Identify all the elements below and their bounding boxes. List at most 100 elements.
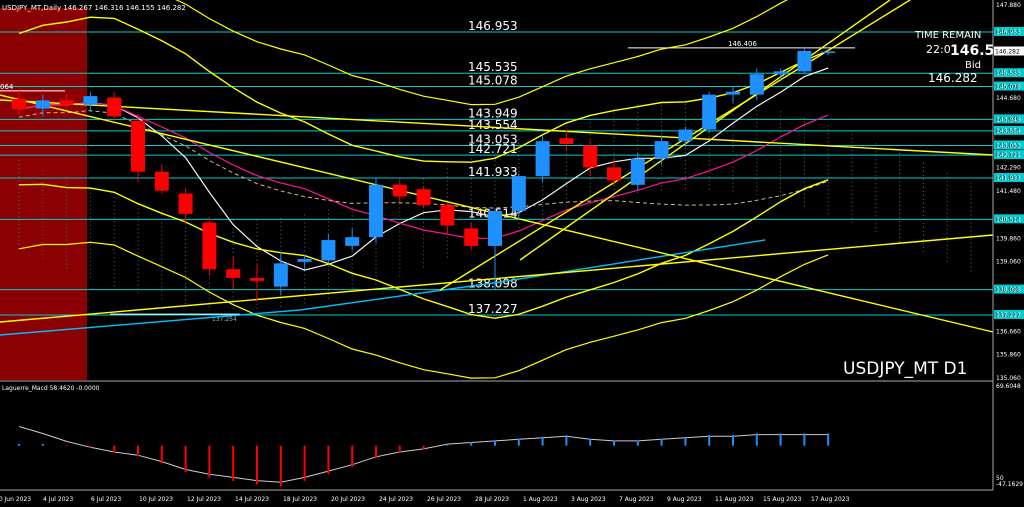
level-price-tag [994, 150, 1024, 160]
date-tick-label: 7 Aug 2023 [619, 496, 654, 503]
annotation-label: 146.406 [728, 40, 757, 48]
price-tick-label: 135.060 [996, 375, 1021, 382]
price-tick-label: 139.060 [996, 259, 1021, 266]
annotation-label: 064 [0, 83, 14, 91]
candle-body[interactable] [535, 141, 550, 177]
level-price-tag [994, 309, 1024, 319]
date-tick-label: 3 Aug 2023 [571, 496, 606, 503]
candle-body[interactable] [702, 94, 717, 130]
candle-body[interactable] [583, 145, 598, 168]
candle-body[interactable] [821, 51, 836, 53]
date-tick-label: 1 Aug 2023 [523, 496, 558, 503]
candle-body[interactable] [273, 263, 288, 287]
candle-body[interactable] [607, 167, 621, 181]
level-label: 143.949 [468, 106, 518, 120]
current-price-tag [994, 46, 1024, 56]
price-tick-label: 141.933 [996, 175, 1021, 182]
trendline-resistance [0, 99, 994, 156]
level-price-tag [994, 140, 1024, 150]
price-tick-label: 143.554 [996, 128, 1021, 135]
date-tick-label: 20 Jul 2023 [331, 496, 365, 503]
candle-body[interactable] [749, 74, 764, 95]
level-price-tag [994, 81, 1024, 91]
price-tick-label: 145.535 [996, 70, 1021, 77]
date-tick-label: 11 Aug 2023 [715, 496, 754, 503]
date-tick-label: 9 Aug 2023 [667, 496, 702, 503]
level-price-tag-text: 143.053 [995, 142, 1020, 149]
candle-body[interactable] [321, 240, 336, 261]
level-price-tag-text: 143.949 [995, 116, 1020, 123]
candle-body[interactable] [154, 171, 169, 191]
candle-body[interactable] [511, 176, 526, 211]
level-price-tag [994, 284, 1024, 294]
candle-body[interactable] [392, 184, 407, 197]
date-tick-label: 15 Aug 2023 [763, 496, 802, 503]
level-label: 146.953 [468, 19, 518, 33]
price-tick-label: 139.860 [996, 235, 1021, 242]
date-tick-label: 18 Jul 2023 [283, 496, 317, 503]
candle-body[interactable] [226, 269, 241, 278]
current-price-tag-text: 146.282 [995, 48, 1020, 55]
bid-price-large: 146.5 [950, 43, 994, 59]
candle-body[interactable] [35, 100, 50, 109]
candle-body[interactable] [440, 205, 455, 226]
ma-mid-line [18, 101, 829, 240]
candle-body[interactable] [178, 193, 193, 214]
trendline-support [0, 234, 994, 323]
time-remain-value: 22:0 [926, 43, 951, 56]
upper-band-line [18, 16, 829, 163]
level-label: 145.078 [468, 74, 518, 88]
price-tick-label: 143.949 [996, 116, 1021, 123]
candle-body[interactable] [297, 259, 312, 262]
history-shade [0, 8, 87, 380]
candle-body[interactable] [797, 50, 812, 72]
trendline-channel-high [519, 0, 891, 261]
price-tick-label: 143.053 [996, 142, 1021, 149]
candle-body[interactable] [369, 184, 383, 238]
level-label: 145.535 [468, 60, 518, 74]
outer-lower-band-line [18, 241, 829, 379]
price-tick-label: 138.098 [996, 287, 1021, 294]
candle-body[interactable] [131, 120, 145, 172]
outer-upper-band-line [175, 0, 789, 106]
date-tick-label: 14 Jul 2023 [235, 496, 269, 503]
level-price-tag-text: 140.514 [995, 216, 1020, 223]
candle-body[interactable] [630, 158, 645, 185]
candle-body[interactable] [464, 228, 479, 246]
level-price-tag-text: 146.953 [995, 29, 1020, 36]
candle-body[interactable] [59, 100, 74, 105]
candle-body[interactable] [654, 141, 669, 159]
candle-body[interactable] [83, 96, 98, 105]
price-tick-label: 145.078 [996, 84, 1021, 91]
candle-body[interactable] [773, 71, 788, 75]
macd-tick-label: 50 [996, 475, 1004, 482]
candle-body[interactable] [416, 189, 431, 206]
price-tick-label: 135.860 [996, 352, 1021, 359]
symbol-info: USDJPY_MT,Daily 146.267 146.316 146.155 … [2, 4, 186, 12]
level-price-tag [994, 114, 1024, 124]
candle-body[interactable] [202, 222, 217, 270]
candle-body[interactable] [250, 277, 264, 281]
level-price-tag [994, 125, 1024, 135]
bid-label: Bid [965, 60, 981, 71]
candle-body[interactable] [107, 97, 122, 117]
price-tick-label: 137.227 [996, 312, 1021, 319]
level-label: 137.227 [468, 302, 518, 316]
price-tick-label: 147.880 [996, 2, 1021, 9]
level-price-tag-text: 145.078 [995, 84, 1020, 91]
candle-body[interactable] [559, 138, 574, 145]
date-tick-label: 6 Jul 2023 [91, 496, 121, 503]
price-tick-label: 144.680 [996, 95, 1021, 102]
level-label: 143.053 [468, 132, 518, 146]
candle-body[interactable] [678, 129, 693, 142]
level-price-tag-text: 145.535 [995, 70, 1020, 77]
candle-body[interactable] [726, 91, 740, 95]
level-price-tag-text: 142.721 [995, 152, 1020, 159]
price-tick-label: 142.290 [996, 165, 1021, 172]
candle-body[interactable] [345, 237, 360, 246]
ma-fast-line [18, 67, 829, 271]
candle-body[interactable] [488, 210, 502, 246]
candle-body[interactable] [12, 98, 26, 110]
time-remain-label: TIME REMAIN [914, 30, 981, 41]
